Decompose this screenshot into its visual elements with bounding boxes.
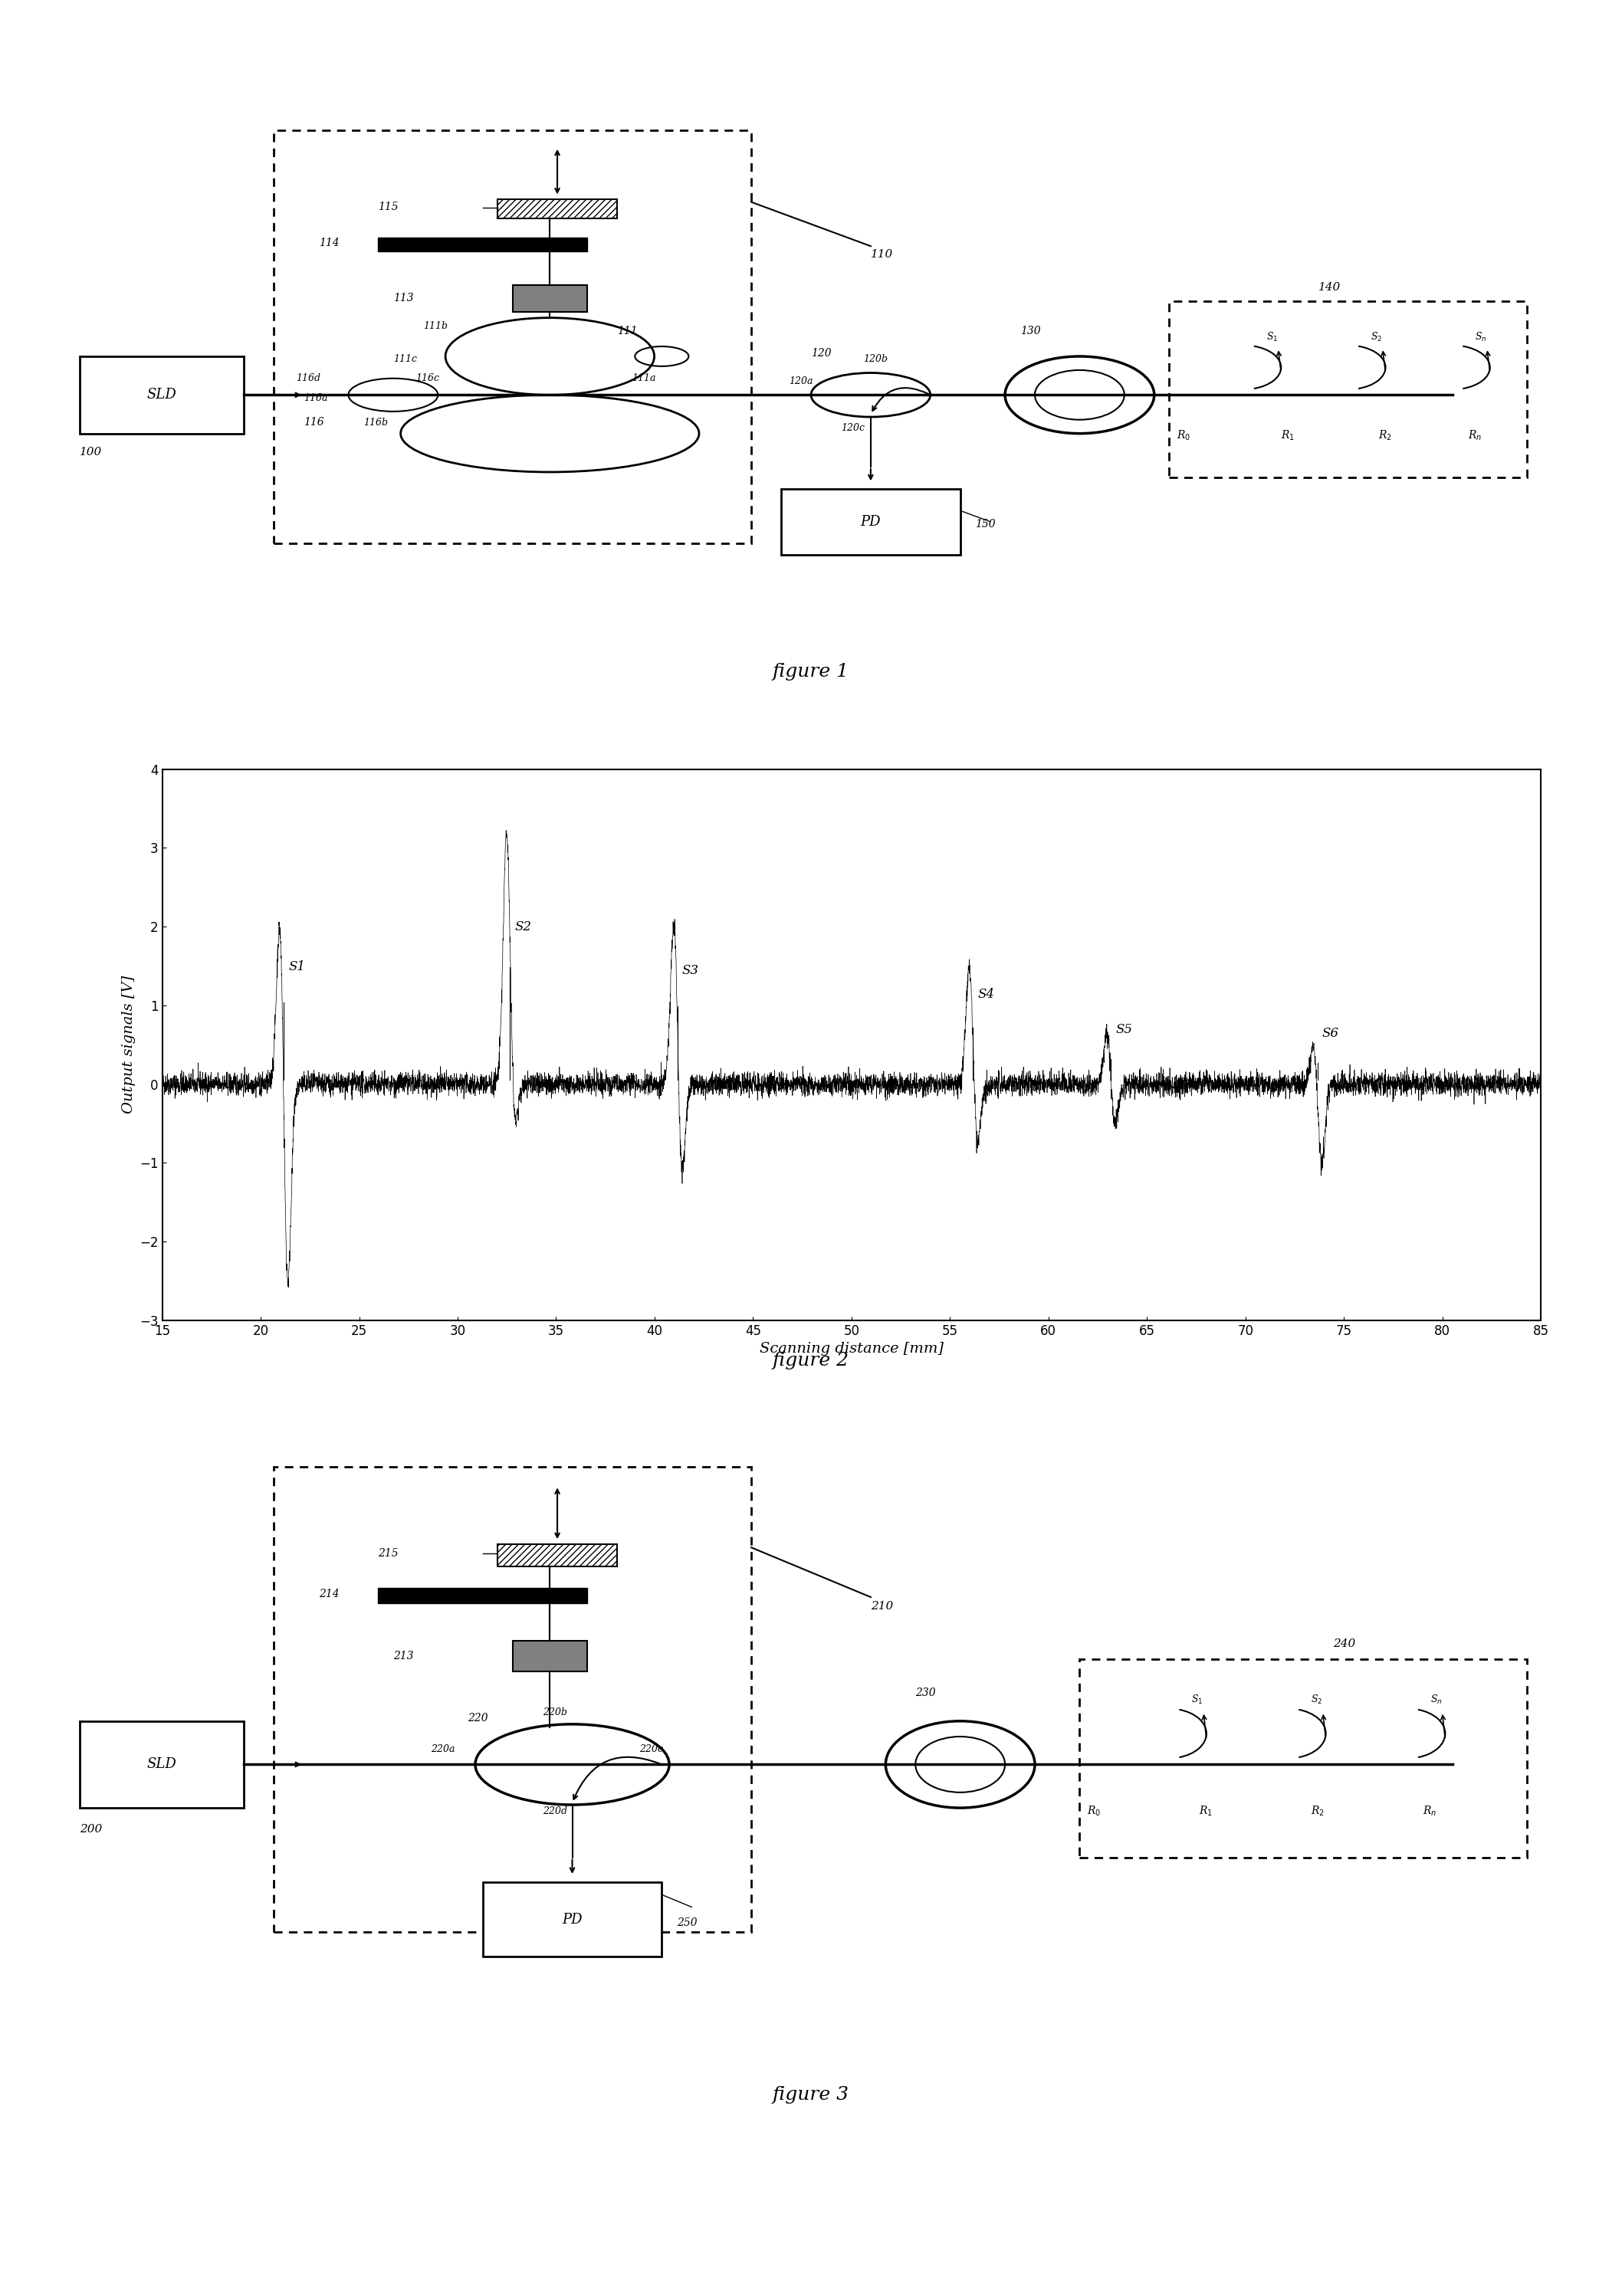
Text: R$_1$: R$_1$ — [1281, 429, 1294, 443]
Text: 111a: 111a — [633, 374, 655, 383]
Text: 140: 140 — [1319, 282, 1341, 292]
Text: 120: 120 — [811, 349, 832, 358]
Text: S1: S1 — [289, 960, 305, 974]
Text: S2: S2 — [514, 921, 532, 934]
Text: S6: S6 — [1322, 1026, 1340, 1040]
FancyBboxPatch shape — [513, 1639, 587, 1671]
Text: R$_0$: R$_0$ — [1087, 1805, 1101, 1818]
Text: S3: S3 — [683, 964, 699, 976]
Text: 120a: 120a — [788, 377, 813, 386]
Text: PD: PD — [563, 1913, 582, 1926]
Text: S5: S5 — [1116, 1024, 1132, 1035]
Text: 116a: 116a — [303, 393, 328, 402]
Text: S$_2$: S$_2$ — [1311, 1692, 1322, 1706]
Text: 116d: 116d — [297, 374, 321, 383]
FancyBboxPatch shape — [79, 356, 243, 434]
Text: SLD: SLD — [148, 388, 177, 402]
FancyBboxPatch shape — [498, 1545, 616, 1566]
Text: 220d: 220d — [542, 1807, 568, 1816]
Text: S$_1$: S$_1$ — [1192, 1692, 1204, 1706]
FancyBboxPatch shape — [79, 1722, 243, 1807]
Text: R$_n$: R$_n$ — [1422, 1805, 1437, 1818]
Y-axis label: Output signals [V]: Output signals [V] — [122, 976, 135, 1114]
FancyBboxPatch shape — [483, 1883, 662, 1956]
Text: S$_n$: S$_n$ — [1431, 1692, 1442, 1706]
Text: 220a: 220a — [430, 1745, 454, 1754]
Text: 213: 213 — [393, 1651, 414, 1662]
Text: R$_0$: R$_0$ — [1176, 429, 1191, 443]
Text: 240: 240 — [1333, 1639, 1356, 1649]
Text: 116: 116 — [303, 418, 324, 427]
Text: 220c: 220c — [639, 1745, 663, 1754]
Text: 120b: 120b — [863, 354, 887, 365]
Text: R$_n$: R$_n$ — [1468, 429, 1481, 443]
Text: 116b: 116b — [363, 418, 388, 427]
Text: 113: 113 — [393, 294, 414, 303]
Text: 115: 115 — [378, 202, 399, 214]
Text: R$_1$: R$_1$ — [1199, 1805, 1213, 1818]
FancyBboxPatch shape — [513, 285, 587, 312]
Text: figure 2: figure 2 — [772, 1352, 850, 1368]
Text: 111c: 111c — [393, 354, 417, 365]
Text: S$_n$: S$_n$ — [1474, 331, 1487, 342]
FancyBboxPatch shape — [498, 200, 616, 218]
Text: 120c: 120c — [840, 422, 865, 434]
Text: 116c: 116c — [415, 374, 440, 383]
X-axis label: Scanning distance [mm]: Scanning distance [mm] — [759, 1341, 944, 1355]
Text: PD: PD — [861, 514, 881, 528]
Text: 111b: 111b — [423, 321, 448, 331]
Text: figure 3: figure 3 — [772, 2087, 850, 2103]
Text: R$_2$: R$_2$ — [1379, 429, 1392, 443]
FancyBboxPatch shape — [378, 1589, 587, 1603]
Text: S$_1$: S$_1$ — [1267, 331, 1278, 342]
Text: 130: 130 — [1020, 326, 1040, 338]
Text: 220b: 220b — [542, 1708, 568, 1717]
Text: 210: 210 — [871, 1600, 894, 1612]
Text: 250: 250 — [676, 1917, 697, 1929]
Text: 214: 214 — [318, 1589, 339, 1600]
Text: 111: 111 — [616, 326, 637, 338]
Text: 100: 100 — [79, 448, 102, 457]
FancyBboxPatch shape — [782, 489, 960, 556]
FancyBboxPatch shape — [378, 239, 587, 253]
Text: 114: 114 — [318, 239, 339, 248]
Text: 215: 215 — [378, 1548, 399, 1559]
Text: figure 1: figure 1 — [772, 664, 850, 680]
Text: 110: 110 — [871, 248, 894, 259]
Text: 200: 200 — [79, 1825, 102, 1835]
Text: S4: S4 — [978, 987, 994, 1001]
Text: 220: 220 — [467, 1713, 488, 1724]
Text: 150: 150 — [975, 519, 996, 530]
Text: S$_2$: S$_2$ — [1371, 331, 1382, 342]
Text: SLD: SLD — [148, 1756, 177, 1773]
Text: 230: 230 — [915, 1688, 936, 1699]
Text: R$_2$: R$_2$ — [1311, 1805, 1325, 1818]
